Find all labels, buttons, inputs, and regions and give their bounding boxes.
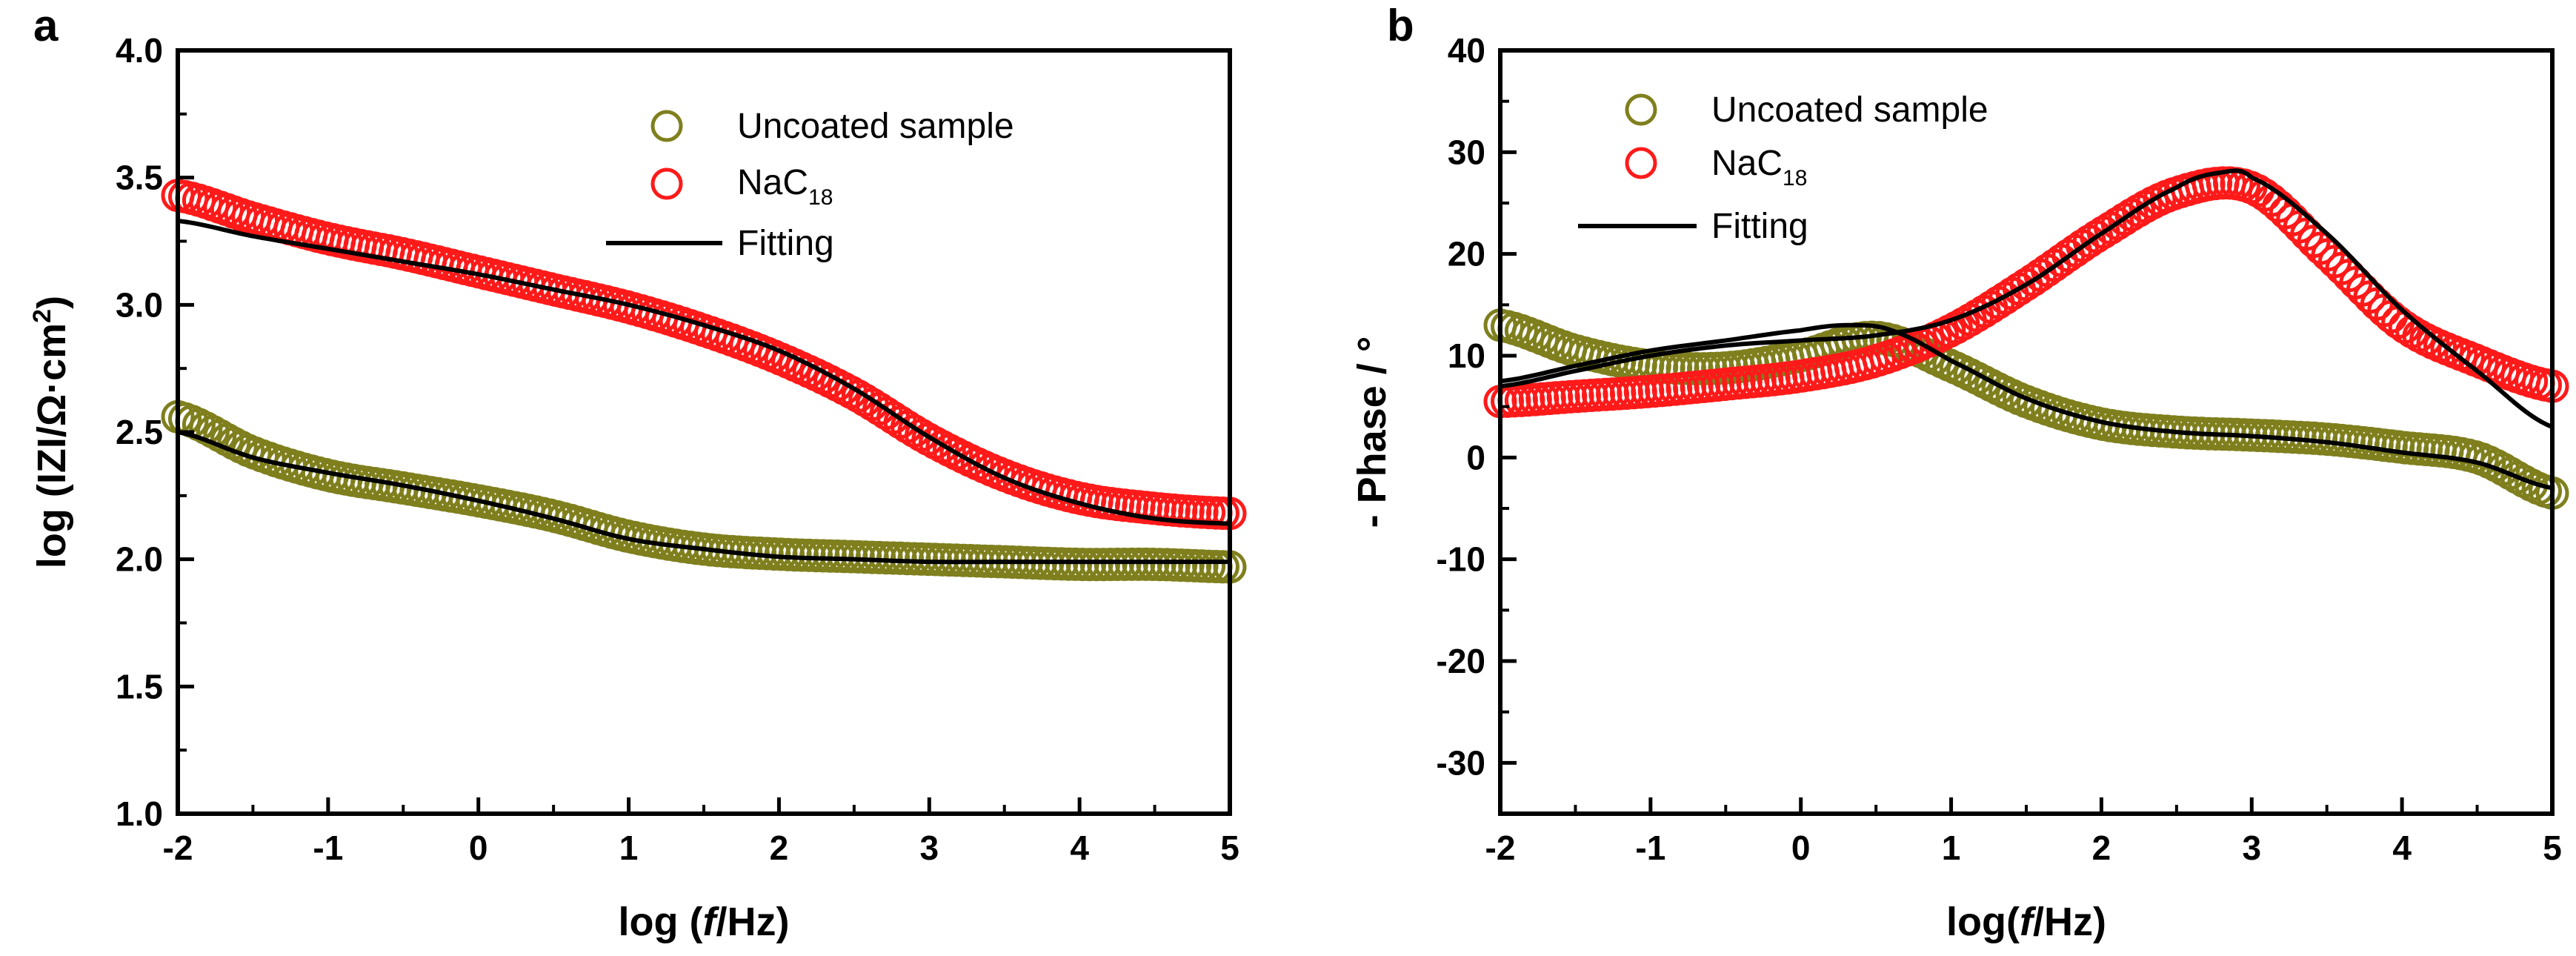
x-tick-label: 1 xyxy=(619,829,639,867)
y-tick-label: 20 xyxy=(1448,235,1485,273)
legend-b-uncoated: Uncoated sample xyxy=(1625,90,1988,130)
y-tick-label: 10 xyxy=(1448,336,1485,375)
y-tick-label: -20 xyxy=(1437,642,1485,680)
series-nac18 xyxy=(1483,166,2569,419)
fit-line-fitting-uncoated- xyxy=(1500,322,2553,491)
legend-a-fitting-label: Fitting xyxy=(737,224,834,263)
y-tick-label: 3.0 xyxy=(116,285,163,324)
legend-a-nac18: NaC18 xyxy=(650,163,833,210)
panel-a: a -2 -1 0 1 2 3 4 5 1.0 1.5 2.0 2.5 3.0 3.5 4.0 log (… xyxy=(28,1,1247,944)
legend-b-fitting: Fitting xyxy=(1578,207,1808,246)
plot-b-y-axis-label: - Phase / ° xyxy=(1350,336,1394,528)
fit-line-fitting-uncoated- xyxy=(177,430,1230,565)
legend-b-uncoated-label: Uncoated sample xyxy=(1711,90,1988,130)
legend-b-nac18: NaC18 xyxy=(1625,144,1807,190)
plot-b-y-tick-labels: -30 -20 -10 0 10 20 30 40 xyxy=(1437,31,1485,782)
panel-b-label: b xyxy=(1387,1,1414,50)
y-tick-label: 30 xyxy=(1448,133,1485,171)
x-tick-label: 1 xyxy=(1942,829,1961,867)
fit-line-fitting-nac18- xyxy=(177,219,1231,526)
x-tick-label: -1 xyxy=(1635,829,1665,867)
y-tick-label: 0 xyxy=(1466,438,1485,477)
x-tick-label: 0 xyxy=(469,829,488,867)
x-tick-label: 5 xyxy=(1220,829,1239,867)
plot-b-x-axis-label: log(f/Hz) xyxy=(1946,900,2106,944)
y-tick-label: 1.5 xyxy=(116,667,163,706)
x-tick-label: 0 xyxy=(1791,829,1811,867)
legend-a-uncoated-marker xyxy=(650,110,683,142)
legend-b-uncoated-marker xyxy=(1625,93,1657,126)
legend-a-uncoated: Uncoated sample xyxy=(650,107,1014,146)
legend-b-nac18-label: NaC18 xyxy=(1711,144,1807,190)
plot-b-legend: Uncoated sample NaC18 Fitting xyxy=(1578,90,1988,246)
plot-b-ticks xyxy=(1498,48,2555,814)
plot-a-x-axis-label: log (f/Hz) xyxy=(619,900,790,944)
legend-a-fitting: Fitting xyxy=(606,224,834,263)
x-tick-label: -2 xyxy=(1485,829,1516,867)
y-tick-label: -30 xyxy=(1437,743,1485,782)
plot-a-legend: Uncoated sample NaC18 Fitting xyxy=(606,107,1014,263)
y-tick-label: 2.5 xyxy=(116,413,163,451)
x-tick-label: 3 xyxy=(2242,829,2261,867)
y-tick-label: 2.0 xyxy=(116,540,163,579)
fit-line-fitting-nac18- xyxy=(1500,168,2554,429)
plot-a-y-tick-labels: 1.0 1.5 2.0 2.5 3.0 3.5 4.0 xyxy=(116,31,163,833)
plot-a-frame xyxy=(176,48,1232,816)
x-tick-label: 2 xyxy=(770,829,789,867)
plot-a-y-axis-label: log (IZI/Ω·cm2) xyxy=(28,296,74,568)
legend-a-nac18-marker xyxy=(650,167,683,200)
plot-a-area: -2 -1 0 1 2 3 4 5 1.0 1.5 2.0 2.5 3.0 3.5 4.0 xyxy=(116,31,1247,867)
x-tick-label: -1 xyxy=(313,829,343,867)
plot-a-series xyxy=(161,179,1247,584)
plot-b-series xyxy=(1483,166,2569,510)
x-tick-label: 5 xyxy=(2543,829,2562,867)
plot-a-x-tick-labels: -2 -1 0 1 2 3 4 5 xyxy=(163,829,1239,867)
x-tick-label: 3 xyxy=(919,829,939,867)
legend-b-fitting-label: Fitting xyxy=(1711,207,1808,246)
y-tick-label: 3.5 xyxy=(116,159,163,197)
legend-a-nac18-label: NaC18 xyxy=(737,163,833,210)
plot-a-ticks xyxy=(176,48,1232,816)
x-tick-label: 4 xyxy=(1070,829,1089,867)
x-tick-label: 4 xyxy=(2392,829,2412,867)
y-tick-label: 40 xyxy=(1448,31,1485,70)
legend-b-nac18-marker xyxy=(1625,147,1657,179)
x-tick-label: -2 xyxy=(163,829,193,867)
plot-b-x-tick-labels: -2 -1 0 1 2 3 4 5 xyxy=(1485,829,2562,867)
y-tick-label: 1.0 xyxy=(116,794,163,833)
x-tick-label: 2 xyxy=(2092,829,2111,867)
panel-a-label: a xyxy=(33,1,59,50)
y-tick-label: 4.0 xyxy=(116,31,163,70)
legend-a-uncoated-label: Uncoated sample xyxy=(737,107,1014,146)
y-tick-label: -10 xyxy=(1437,540,1485,579)
